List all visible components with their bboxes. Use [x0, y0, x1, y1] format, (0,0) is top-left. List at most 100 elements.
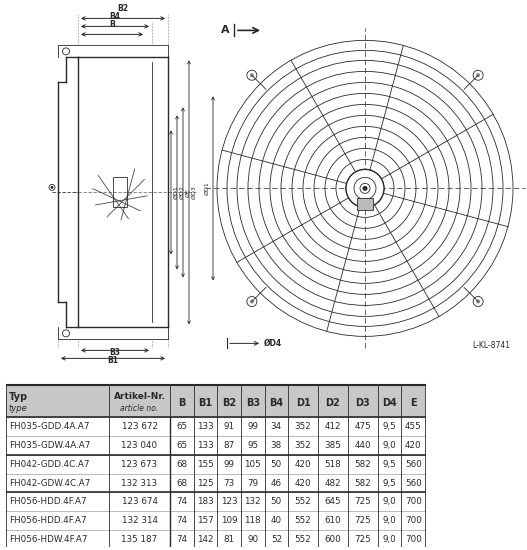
Bar	[217, 384, 241, 417]
Text: 9,0: 9,0	[383, 497, 396, 507]
Text: 700: 700	[405, 516, 422, 525]
Circle shape	[476, 300, 480, 304]
Text: B4: B4	[269, 398, 284, 408]
Text: 9,0: 9,0	[383, 535, 396, 544]
Text: 90: 90	[247, 535, 258, 544]
Text: 9,5: 9,5	[383, 460, 396, 469]
Text: 518: 518	[325, 460, 341, 469]
Bar	[402, 384, 425, 417]
Text: L-KL-8741: L-KL-8741	[472, 342, 510, 350]
Text: B3: B3	[110, 348, 121, 358]
Text: 99: 99	[223, 460, 235, 469]
Circle shape	[250, 73, 254, 77]
Text: 132: 132	[245, 497, 261, 507]
Text: FH056-HDW.4F.A7: FH056-HDW.4F.A7	[9, 535, 87, 544]
Text: 105: 105	[245, 460, 261, 469]
Text: 552: 552	[295, 516, 311, 525]
Text: ØD2: ØD2	[180, 185, 185, 199]
Text: 68: 68	[176, 478, 187, 487]
Text: 74: 74	[176, 516, 187, 525]
Text: 95: 95	[247, 441, 258, 450]
Text: B1: B1	[108, 356, 119, 365]
Text: 87: 87	[223, 441, 235, 450]
Text: ØE: ØE	[186, 188, 191, 197]
Text: 74: 74	[176, 535, 187, 544]
Bar	[378, 384, 402, 417]
Text: 700: 700	[405, 497, 422, 507]
Text: 420: 420	[405, 441, 422, 450]
Text: 9,0: 9,0	[383, 441, 396, 450]
Circle shape	[363, 186, 367, 191]
Text: FH056-HDD.4F.A7: FH056-HDD.4F.A7	[9, 497, 86, 507]
Text: 133: 133	[197, 422, 214, 431]
Text: 81: 81	[223, 535, 235, 544]
Text: A: A	[221, 25, 230, 35]
Text: 560: 560	[405, 478, 422, 487]
Text: FH056-HDD.4F.A7: FH056-HDD.4F.A7	[9, 516, 86, 525]
Text: 123: 123	[221, 497, 237, 507]
Text: 9,5: 9,5	[383, 478, 396, 487]
Bar	[318, 384, 348, 417]
Text: 132 314: 132 314	[122, 516, 158, 525]
Text: 645: 645	[325, 497, 341, 507]
Bar	[113, 178, 127, 207]
Circle shape	[346, 169, 384, 207]
Text: B: B	[178, 398, 186, 408]
Text: 34: 34	[271, 422, 282, 431]
Text: 475: 475	[354, 422, 371, 431]
Text: 65: 65	[176, 441, 187, 450]
Text: 183: 183	[197, 497, 214, 507]
Bar	[241, 384, 265, 417]
Text: type: type	[9, 404, 27, 412]
Text: 132 313: 132 313	[122, 478, 158, 487]
Text: 157: 157	[197, 516, 214, 525]
Text: 412: 412	[325, 422, 341, 431]
Text: 38: 38	[271, 441, 282, 450]
Text: 68: 68	[176, 460, 187, 469]
Circle shape	[476, 73, 480, 77]
Text: 91: 91	[223, 422, 235, 431]
Text: 455: 455	[405, 422, 422, 431]
Text: 65: 65	[176, 422, 187, 431]
Text: ØD3: ØD3	[192, 185, 197, 199]
Text: 40: 40	[271, 516, 282, 525]
Text: E: E	[410, 398, 416, 408]
Circle shape	[51, 186, 54, 189]
Text: B4: B4	[110, 13, 121, 21]
Text: ØD1: ØD1	[205, 182, 210, 195]
Bar	[109, 384, 170, 417]
Bar	[357, 199, 373, 211]
Text: 725: 725	[354, 516, 371, 525]
Text: 582: 582	[354, 460, 371, 469]
Text: Typ: Typ	[9, 392, 28, 402]
Text: B: B	[109, 20, 115, 29]
Text: FH035-GDD.4A.A7: FH035-GDD.4A.A7	[9, 422, 90, 431]
Text: 123 040: 123 040	[122, 441, 158, 450]
Bar	[288, 384, 318, 417]
Text: 133: 133	[197, 441, 214, 450]
Text: D3: D3	[355, 398, 370, 408]
Text: 610: 610	[325, 516, 341, 525]
Text: 99: 99	[247, 422, 258, 431]
Text: 725: 725	[354, 535, 371, 544]
Bar	[193, 384, 217, 417]
Text: 135 187: 135 187	[121, 535, 158, 544]
Circle shape	[250, 300, 254, 304]
Text: article no.: article no.	[120, 404, 159, 412]
Text: 155: 155	[197, 460, 214, 469]
Text: 123 673: 123 673	[122, 460, 158, 469]
Bar	[265, 384, 288, 417]
Text: ØD1: ØD1	[174, 185, 179, 199]
Text: 73: 73	[223, 478, 235, 487]
Text: 552: 552	[295, 535, 311, 544]
Text: 123 674: 123 674	[122, 497, 158, 507]
Text: 50: 50	[271, 460, 282, 469]
Text: 52: 52	[271, 535, 282, 544]
Text: 560: 560	[405, 460, 422, 469]
Text: 74: 74	[176, 497, 187, 507]
Text: 725: 725	[354, 497, 371, 507]
Text: FH035-GDW.4A.A7: FH035-GDW.4A.A7	[9, 441, 90, 450]
Text: 482: 482	[325, 478, 341, 487]
Text: B2: B2	[118, 4, 129, 13]
Text: 440: 440	[355, 441, 371, 450]
